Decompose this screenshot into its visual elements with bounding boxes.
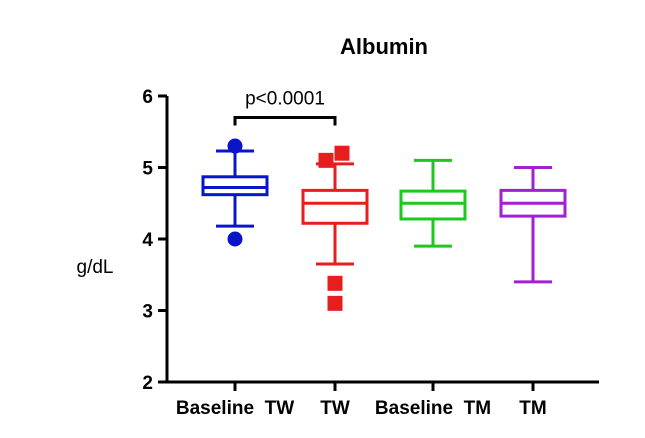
- box-1: [301, 145, 369, 311]
- y-tick-label-5: 5: [142, 159, 153, 180]
- x-category-labels: Baseline TW TW Baseline TM TM: [176, 382, 547, 419]
- x-category-label-2: Baseline TM: [375, 398, 491, 419]
- boxes: [201, 138, 567, 311]
- outlier-point-0: [227, 231, 243, 247]
- outlier-point-1: [227, 138, 243, 154]
- box-0: [201, 138, 269, 247]
- box-3: [499, 166, 567, 284]
- y-tick-label-4: 4: [142, 230, 153, 251]
- outlier-point-0: [327, 295, 343, 311]
- x-category-label-3: TM: [519, 398, 546, 419]
- bracket-line: [233, 115, 337, 126]
- outlier-point-3: [334, 145, 350, 161]
- y-ticks: 2 3 4 5 6: [142, 87, 167, 394]
- annotations: p<0.0001: [233, 88, 337, 126]
- box-2: [399, 158, 467, 248]
- y-tick-label-6: 6: [142, 87, 153, 108]
- chart-title: Albumin: [340, 34, 428, 59]
- iqr-box: [399, 189, 467, 221]
- x-category-label-0: Baseline TW: [176, 398, 294, 419]
- y-tick-label-2: 2: [142, 373, 153, 394]
- significance-bracket-0: p<0.0001: [233, 88, 337, 126]
- y-axis-label: g/dL: [77, 257, 114, 278]
- outlier-point-1: [327, 275, 343, 291]
- y-tick-label-3: 3: [142, 302, 153, 323]
- p-value-label: p<0.0001: [245, 88, 325, 109]
- iqr-box: [201, 175, 269, 197]
- iqr-box: [301, 188, 369, 225]
- x-category-label-1: TW: [320, 398, 350, 419]
- outlier-point-2: [318, 152, 334, 168]
